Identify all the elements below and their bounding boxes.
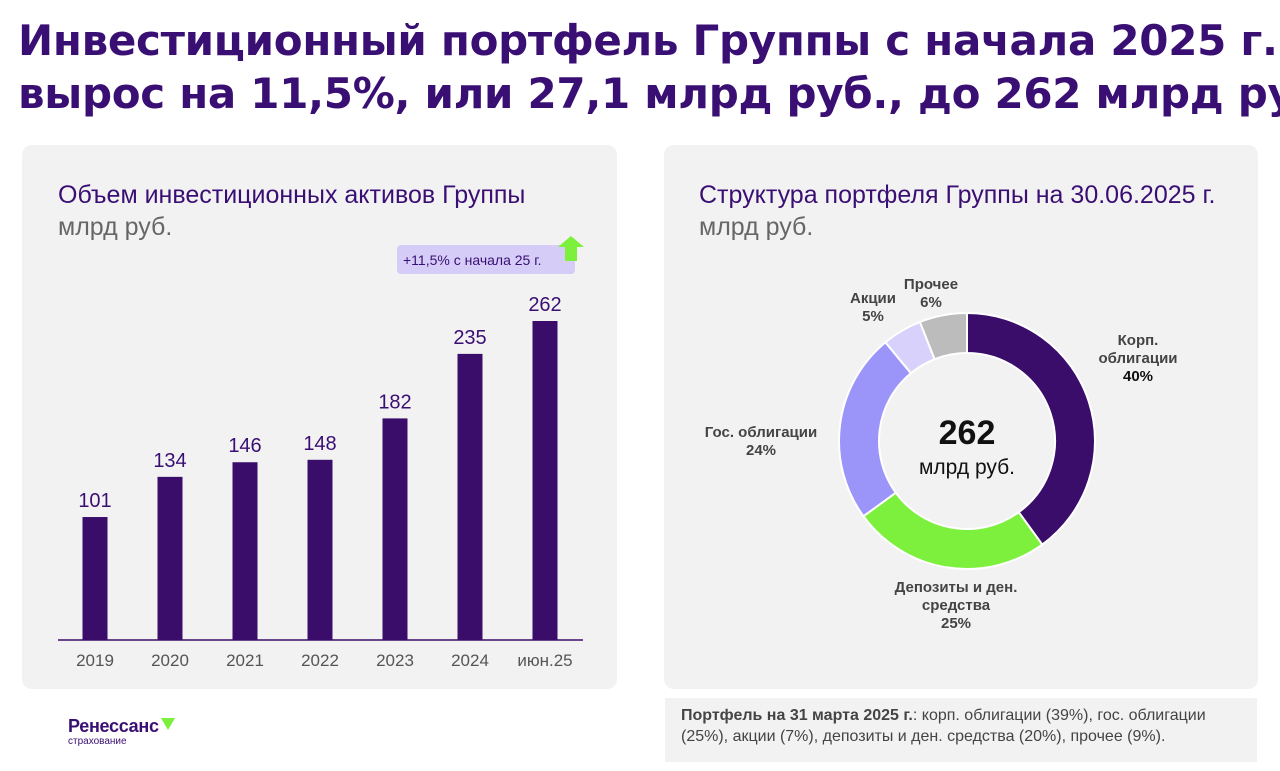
donut-center-unit: млрд руб. — [919, 456, 1015, 479]
headline-line-2: вырос на 11,5%, или 27,1 млрд руб., до 2… — [18, 69, 1280, 118]
slice-label: Депозиты и ден. — [895, 579, 1018, 596]
growth-badge-label: +11,5% с начала 25 г. — [403, 252, 542, 268]
slice-label: облигации — [1098, 350, 1177, 367]
logo-triangle-icon — [160, 718, 175, 730]
bar-chart-panel: Объем инвестиционных активов Группы млрд… — [22, 145, 617, 689]
donut-slice — [966, 311, 1096, 546]
bar-value-label: 182 — [378, 391, 411, 413]
donut-chart-panel: Структура портфеля Группы на 30.06.2025 … — [664, 145, 1258, 689]
bar-2024 — [457, 353, 483, 640]
donut-center-value: 262 — [939, 414, 996, 452]
bar-2021 — [232, 462, 258, 640]
bar-2023 — [382, 418, 408, 640]
bar-2019 — [82, 517, 108, 640]
headline-line-1: Инвестиционный портфель Группы с начала … — [18, 16, 1278, 65]
donut-slice — [918, 311, 968, 361]
slice-label: Прочее — [904, 276, 958, 293]
x-tick-label: 2019 — [76, 651, 114, 670]
bar-value-label: 148 — [303, 433, 336, 455]
x-tick-label: 2024 — [451, 651, 489, 670]
donut-chart-title: Структура портфеля Группы на 30.06.2025 … — [699, 181, 1216, 209]
bar-июн.25 — [532, 321, 558, 640]
slice-percent-label: 40% — [1123, 368, 1153, 385]
logo-name: Ренессанс — [68, 716, 159, 736]
bar-2022 — [307, 459, 333, 640]
bar-2020 — [157, 476, 183, 640]
bar-value-label: 262 — [528, 294, 561, 316]
slice-label: Гос. облигации — [705, 424, 817, 441]
x-tick-label: июн.25 — [517, 651, 572, 670]
bar-value-label: 101 — [78, 490, 111, 512]
donut-slice — [862, 491, 1044, 570]
slice-label: Корп. — [1118, 332, 1159, 349]
slice-percent-label: 6% — [920, 294, 942, 311]
slice-label: Акции — [850, 290, 896, 307]
x-tick-label: 2022 — [301, 651, 339, 670]
x-tick-label: 2020 — [151, 651, 189, 670]
slice-percent-label: 5% — [862, 308, 884, 325]
x-tick-label: 2023 — [376, 651, 414, 670]
growth-arrow-icon — [558, 236, 584, 261]
slice-percent-label: 25% — [941, 615, 971, 632]
bar-chart-subtitle: млрд руб. — [58, 213, 173, 241]
bar-value-label: 235 — [453, 327, 486, 349]
slice-label: средства — [922, 597, 991, 614]
bar-value-label: 134 — [153, 450, 186, 472]
bar-chart-title: Объем инвестиционных активов Группы — [58, 181, 526, 209]
logo-subtitle: страхование — [68, 736, 127, 747]
previous-portfolio-note: Портфель на 31 марта 2025 г.: корп. обли… — [665, 698, 1257, 762]
bar-chart: 101 2019 134 2020 146 2021 148 2022 182 2023 235 20… — [58, 236, 584, 670]
company-logo: Ренессанс страхование — [68, 716, 175, 747]
x-tick-label: 2021 — [226, 651, 264, 670]
note-text: : корп. облигации (39%), гос. облигации … — [681, 707, 1206, 745]
bar-value-label: 146 — [228, 435, 261, 457]
slice-percent-label: 24% — [746, 442, 776, 459]
donut-chart-subtitle: млрд руб. — [699, 213, 814, 241]
donut-slice — [838, 340, 913, 518]
page-headline: Инвестиционный портфель Группы с начала … — [18, 14, 1280, 120]
note-bold: Портфель на 31 марта 2025 г. — [681, 707, 913, 724]
growth-badge — [397, 245, 575, 274]
